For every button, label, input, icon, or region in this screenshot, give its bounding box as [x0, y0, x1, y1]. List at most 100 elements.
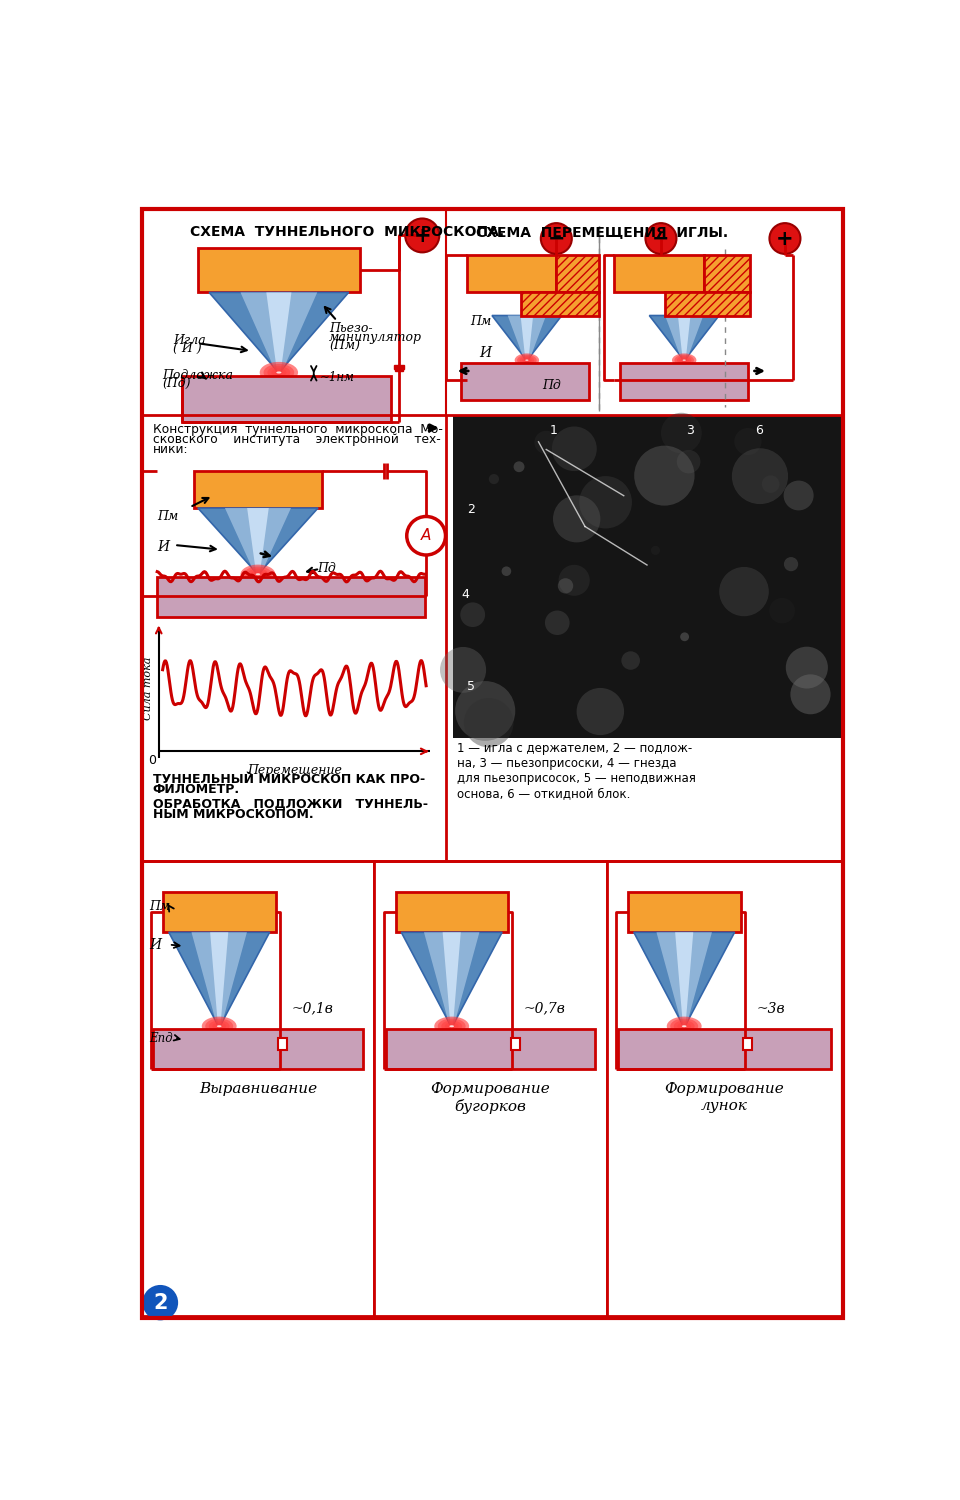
Bar: [194, 471, 322, 509]
Text: ~3в: ~3в: [756, 1002, 785, 1016]
Bar: [386, 1029, 595, 1068]
Bar: [704, 255, 750, 292]
Ellipse shape: [681, 1024, 687, 1028]
Ellipse shape: [438, 1019, 466, 1034]
Circle shape: [559, 566, 589, 596]
Circle shape: [784, 556, 798, 572]
Ellipse shape: [217, 1026, 222, 1028]
Ellipse shape: [244, 567, 272, 582]
Text: 5: 5: [468, 681, 475, 693]
Text: СХЕМА  ПЕРЕМЕЩЕНИЯ  ИГЛЫ.: СХЕМА ПЕРЕМЕЩЕНИЯ ИГЛЫ.: [476, 225, 729, 238]
Circle shape: [770, 224, 801, 254]
Text: Формирование
бугорков: Формирование бугорков: [431, 1083, 550, 1114]
Text: И: И: [479, 345, 491, 360]
Text: Пм: Пм: [470, 315, 492, 328]
Text: Игла: Игла: [173, 334, 205, 346]
Polygon shape: [520, 315, 533, 370]
Polygon shape: [675, 933, 693, 1036]
Ellipse shape: [515, 354, 540, 368]
Circle shape: [553, 495, 600, 543]
Text: (Пд): (Пд): [162, 376, 191, 390]
Ellipse shape: [255, 573, 260, 574]
Bar: [154, 1029, 363, 1068]
Ellipse shape: [519, 356, 534, 364]
Polygon shape: [198, 509, 318, 573]
Circle shape: [558, 578, 573, 594]
Circle shape: [651, 546, 660, 555]
Circle shape: [719, 567, 769, 616]
Text: 4: 4: [461, 588, 468, 602]
Ellipse shape: [670, 1019, 698, 1034]
Circle shape: [577, 688, 624, 735]
Polygon shape: [665, 315, 704, 364]
Text: 6: 6: [756, 424, 763, 436]
Polygon shape: [657, 933, 712, 1030]
Polygon shape: [209, 292, 348, 370]
Ellipse shape: [260, 362, 298, 382]
Ellipse shape: [667, 1017, 702, 1036]
Ellipse shape: [241, 564, 276, 584]
Text: Перемещение: Перемещение: [247, 764, 342, 777]
Text: Пм: Пм: [157, 510, 179, 522]
Circle shape: [440, 646, 486, 693]
Circle shape: [579, 476, 632, 528]
Ellipse shape: [444, 1023, 459, 1031]
Text: 2: 2: [153, 1293, 168, 1312]
Bar: [278, 1038, 287, 1050]
Ellipse shape: [448, 1024, 455, 1028]
Bar: [182, 375, 392, 422]
Bar: [142, 861, 374, 1316]
Polygon shape: [266, 292, 292, 382]
Bar: [607, 861, 843, 1316]
Polygon shape: [401, 933, 502, 1024]
Circle shape: [552, 426, 597, 471]
Polygon shape: [649, 315, 719, 358]
Circle shape: [661, 413, 702, 453]
Circle shape: [621, 651, 640, 670]
Polygon shape: [678, 315, 690, 370]
Polygon shape: [443, 933, 461, 1036]
Polygon shape: [247, 509, 269, 585]
Circle shape: [790, 675, 830, 714]
Text: (Пм): (Пм): [329, 339, 360, 352]
Ellipse shape: [672, 354, 696, 368]
Bar: [453, 416, 843, 738]
Text: Пд: Пд: [318, 562, 336, 574]
Polygon shape: [634, 933, 734, 1024]
Text: Епд: Епд: [150, 1032, 173, 1046]
Text: 2: 2: [468, 504, 475, 516]
Circle shape: [762, 476, 780, 494]
Text: ( И ): ( И ): [173, 342, 202, 354]
Ellipse shape: [276, 372, 281, 374]
Circle shape: [732, 448, 788, 504]
Circle shape: [677, 450, 701, 474]
Text: Пд: Пд: [542, 378, 562, 392]
Circle shape: [540, 224, 572, 254]
Circle shape: [635, 446, 694, 506]
Ellipse shape: [216, 1024, 223, 1028]
Bar: [614, 255, 704, 292]
Ellipse shape: [449, 1026, 454, 1028]
Circle shape: [489, 474, 499, 484]
Text: Конструкция  туннельного  микроскопа  Мо-: Конструкция туннельного микроскопа Мо-: [153, 423, 443, 435]
Text: ~0,1в: ~0,1в: [291, 1002, 333, 1016]
Bar: [665, 292, 750, 315]
Text: ~1нм: ~1нм: [320, 370, 355, 384]
Bar: [157, 576, 424, 616]
Ellipse shape: [251, 570, 265, 578]
Text: НЫМ МИКРОСКОПОМ.: НЫМ МИКРОСКОПОМ.: [153, 807, 313, 820]
Circle shape: [645, 224, 677, 254]
Bar: [557, 255, 599, 292]
Text: 1: 1: [550, 424, 558, 436]
Text: ТУННЕЛЬНЫЙ МИКРОСКОП КАК ПРО-: ТУННЕЛЬНЫЙ МИКРОСКОП КАК ПРО-: [153, 772, 424, 786]
Polygon shape: [508, 315, 546, 364]
Text: Подложка: Подложка: [162, 369, 233, 381]
Circle shape: [786, 646, 828, 688]
Text: А: А: [420, 528, 431, 543]
Text: ОБРАБОТКА   ПОДЛОЖКИ   ТУННЕЛЬ-: ОБРАБОТКА ПОДЛОЖКИ ТУННЕЛЬ-: [153, 798, 427, 810]
Ellipse shape: [442, 1020, 462, 1032]
Polygon shape: [169, 933, 270, 1024]
Circle shape: [460, 603, 485, 627]
Circle shape: [405, 219, 440, 252]
Text: −: −: [652, 230, 670, 249]
